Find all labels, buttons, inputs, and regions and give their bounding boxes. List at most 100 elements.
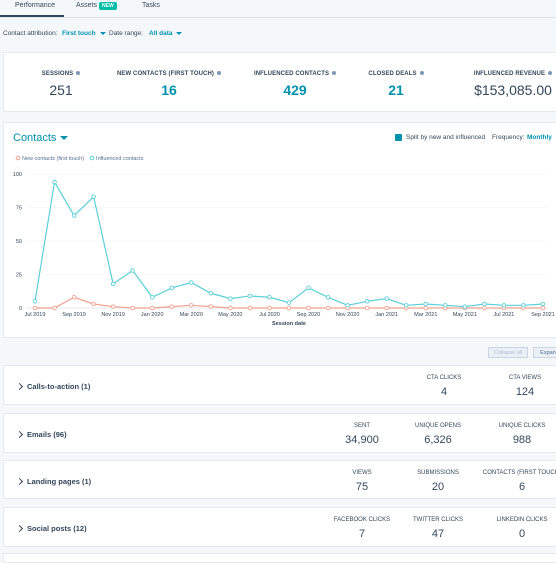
x-tick-label: Mar 2020 (180, 312, 203, 318)
metric-value: 34,900 (345, 434, 379, 446)
kpi-label-text: NEW CONTACTS (FIRST TOUCH) (116, 71, 215, 77)
chart-title: Contacts (13, 132, 57, 144)
y-tick-label: 100 (13, 172, 22, 178)
filter-dropdown[interactable]: All data (149, 30, 183, 37)
metric: CONTACTS (FIRST TOUCH) 6 (477, 470, 556, 493)
info-icon[interactable] (332, 71, 337, 76)
data-point (71, 213, 77, 218)
kpi-label: INFLUENCED CONTACTS (235, 71, 355, 77)
metric-value: 75 (355, 481, 369, 493)
kpi-label: CLOSED DEALS (336, 71, 456, 77)
data-point (149, 295, 155, 300)
data-point (521, 303, 526, 308)
section-card[interactable]: Social posts (12) FACEBOOK CLICKS 7 TWITTER… (3, 507, 556, 547)
tab[interactable]: Performance (15, 2, 56, 9)
data-point (130, 268, 135, 273)
kpi-value: 21 (388, 82, 404, 98)
data-point (247, 305, 253, 311)
kpi-label-text: CLOSED DEALS (368, 71, 417, 77)
data-point (189, 303, 194, 308)
data-point (247, 293, 253, 299)
x-tick-label: Jan 2020 (141, 312, 164, 318)
checkbox[interactable] (395, 134, 402, 141)
x-tick-label: Jan 2021 (375, 312, 398, 318)
info-icon[interactable] (548, 71, 553, 76)
data-point (443, 303, 448, 308)
data-point (52, 305, 57, 311)
data-point (267, 305, 272, 311)
metric-value: 4 (440, 386, 448, 398)
data-point (423, 305, 429, 311)
badge: NEW (99, 2, 117, 10)
metric-label: SUBMISSIONS (417, 470, 459, 476)
metric-label: UNIQUE OPENS (414, 423, 461, 429)
legend-label: Influenced contacts (96, 156, 144, 162)
metric: VIEWS 75 (317, 470, 407, 493)
kpi: NEW CONTACTS (FIRST TOUCH) 16 (109, 71, 229, 98)
filter-label: Date range: (109, 30, 143, 37)
metric: SUBMISSIONS 20 (393, 470, 483, 493)
filter-value: All data (149, 30, 173, 37)
data-point (110, 304, 116, 309)
x-tick-label: Nov 2020 (336, 312, 360, 318)
info-icon[interactable] (419, 71, 424, 76)
section-card[interactable]: Calls-to-action (1) CTA CLICKS 4 CTA VIEWS 1… (3, 365, 556, 405)
x-tick-label: Jul 2020 (259, 312, 280, 318)
tab[interactable]: Assets (76, 2, 98, 9)
kpi-label-text: SESSIONS (41, 71, 74, 77)
metric: LINKEDIN CLICKS 0 (477, 517, 556, 540)
metric-value: 6 (518, 481, 526, 493)
data-point (482, 305, 487, 311)
expand-button[interactable]: Expand all (533, 347, 556, 358)
metric: TWITTER CLICKS 47 (393, 517, 483, 540)
x-tick-label: Sep 2019 (62, 312, 86, 318)
metric-value: 0 (518, 528, 526, 540)
x-tick-label: May 2020 (218, 312, 242, 318)
data-point (169, 304, 175, 309)
x-tick-label: Sep 2020 (297, 312, 321, 318)
chart: New contacts (first touch) Influenced con… (13, 155, 555, 327)
metric-value: 124 (515, 386, 535, 398)
metric: CTA CLICKS 4 (399, 375, 489, 398)
data-point (286, 305, 292, 311)
data-point (110, 281, 116, 287)
filter-dropdown[interactable]: First touch (62, 30, 106, 37)
tab[interactable]: Tasks (142, 2, 160, 9)
data-point (149, 305, 155, 311)
section-card[interactable]: Landing pages (1) VIEWS 75 SUBMISSIONS 20 CON… (3, 460, 556, 499)
kpi: SESSIONS 251 (1, 71, 121, 98)
series-line (34, 180, 544, 308)
chevron-icon (15, 477, 24, 486)
section-card[interactable]: Emails (96) SENT 34,900 UNIQUE OPENS 6,326 UN… (3, 413, 556, 453)
data-point (423, 301, 429, 307)
data-point (267, 295, 272, 300)
metric-label: TWITTER CLICKS (412, 517, 463, 523)
kpi-card: SESSIONS 251 NEW CONTACTS (FIRST TOUCH) 16 I… (3, 52, 556, 112)
data-point (130, 305, 135, 311)
metric-label: FACEBOOK CLICKS (333, 517, 391, 523)
chevron-icon (15, 382, 24, 391)
metric-value: 20 (431, 481, 445, 493)
chevron-icon (15, 430, 24, 439)
collapse-button[interactable]: Collapse all (488, 347, 528, 358)
filter-value: First touch (62, 30, 96, 37)
y-tick-label: 50 (16, 239, 22, 245)
kpi: CLOSED DEALS 21 (336, 71, 456, 98)
info-icon[interactable] (217, 71, 222, 76)
info-icon[interactable] (76, 71, 81, 76)
metric-value: 7 (358, 528, 366, 540)
checkbox-label: Split by new and influenced (406, 134, 486, 141)
x-tick-label: Jul 2021 (494, 312, 515, 318)
kpi-value: $153,085.00 (474, 82, 552, 98)
data-point (325, 295, 331, 300)
data-point (403, 303, 409, 308)
data-point (462, 304, 468, 309)
frequency-label: Frequency: (492, 134, 525, 141)
metric-label: CTA CLICKS (426, 375, 462, 381)
metric-value: 6,326 (424, 434, 452, 446)
chart-title-dropdown[interactable]: Contacts (13, 132, 69, 144)
data-point (32, 305, 38, 311)
data-point (306, 305, 311, 311)
y-tick-label: 0 (19, 306, 22, 312)
